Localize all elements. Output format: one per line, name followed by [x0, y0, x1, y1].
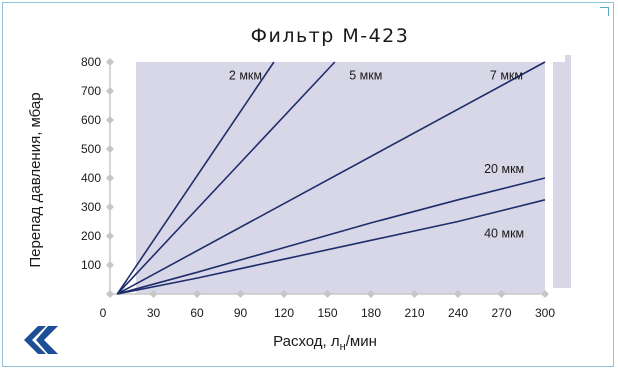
series-label: 40 мкм [484, 226, 524, 240]
x-tick-label: 90 [234, 306, 248, 320]
x-tick-marker [541, 290, 549, 298]
y-tick-label: 800 [81, 55, 101, 69]
x-tick-marker [149, 290, 158, 298]
x-tick-marker [454, 290, 462, 298]
y-tick-marker [106, 203, 114, 211]
x-tick-marker [497, 290, 506, 298]
y-tick-label: 200 [81, 229, 101, 243]
series-line [116, 61, 336, 295]
x-tick-label: 300 [535, 306, 555, 320]
y-tick-marker [106, 261, 114, 269]
series-label: 20 мкм [484, 162, 524, 176]
x-tick-marker [410, 290, 419, 298]
y-tick-marker [106, 87, 114, 95]
y-tick-label: 300 [81, 200, 101, 214]
x-axis-label-tail: /мин [346, 333, 377, 350]
y-tick-label: 700 [81, 84, 101, 98]
y-axis-label: Перепад давления, мбар [27, 92, 44, 267]
chart-title: Фильтр М-423 [251, 25, 410, 47]
frame-corner-decoration [600, 7, 609, 16]
x-axis-label-subscript: н [340, 341, 346, 353]
plot-area [136, 55, 571, 294]
x-axis-label: Расход, лн/мин [273, 333, 377, 353]
x-tick-label: 0 [100, 306, 107, 320]
y-tick-label: 600 [81, 113, 101, 127]
y-tick-marker [106, 232, 114, 240]
tick-labels: 0 30 60 90 120 150 180 210 240 270 300 100 200 300 400… [81, 55, 555, 320]
plot-side-panel [553, 62, 571, 288]
y-tick-label: 400 [81, 171, 101, 185]
x-tick-marker [236, 290, 245, 298]
x-tick-label: 60 [190, 306, 204, 320]
x-tick-marker [280, 290, 288, 298]
y-tick-marker [106, 116, 114, 124]
x-axis-label-main: Расход, л [273, 333, 340, 350]
y-tick-label: 500 [81, 142, 101, 156]
x-tick-label: 30 [147, 306, 161, 320]
x-tick-label: 180 [361, 306, 381, 320]
x-tick-label: 240 [448, 306, 468, 320]
x-tick-label: 210 [404, 306, 424, 320]
series-labels: 2 мкм 5 мкм 7 мкм 20 мкм 40 мкм [229, 68, 524, 240]
x-tick-marker [193, 290, 201, 298]
x-tick-marker [367, 290, 375, 298]
series-lines [116, 61, 546, 295]
chart-frame [2, 2, 614, 367]
x-tick-marker [106, 290, 114, 298]
y-tick-marker [106, 58, 114, 66]
series-line [117, 199, 546, 295]
series-line [117, 177, 546, 295]
series-label: 7 мкм [490, 68, 523, 82]
series-line [116, 61, 546, 295]
axes [106, 58, 549, 298]
plot-side-panel-tab [565, 55, 571, 63]
plot-background [136, 62, 545, 294]
series-label: 2 мкм [229, 68, 262, 82]
x-tick-label: 270 [491, 306, 511, 320]
x-tick-label: 120 [274, 306, 294, 320]
series-label: 5 мкм [349, 68, 382, 82]
y-tick-label: 100 [81, 258, 101, 272]
y-tick-marker [106, 174, 114, 182]
x-tick-marker [323, 290, 332, 298]
x-tick-label: 150 [317, 306, 337, 320]
double-chevron-logo-icon [24, 326, 58, 354]
y-tick-marker [106, 145, 114, 153]
series-line [116, 61, 275, 295]
